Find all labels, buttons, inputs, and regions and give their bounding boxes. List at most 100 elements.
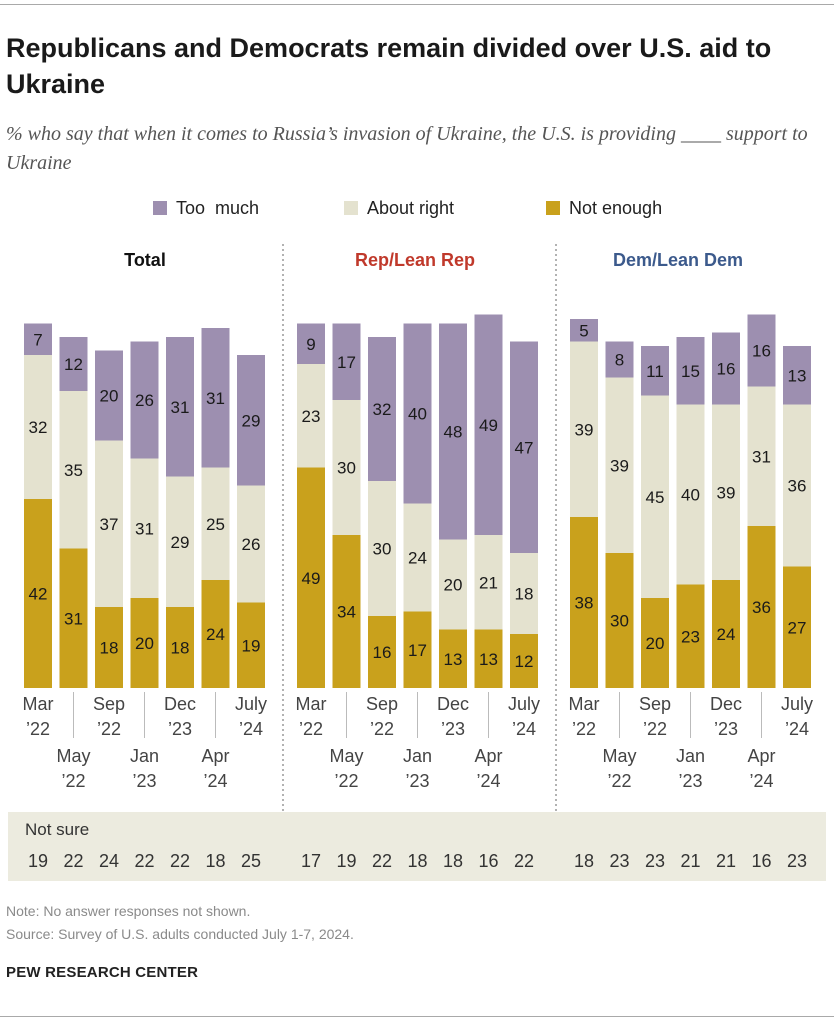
label-not-enough-rep-lean-rep-5: 13 [479,650,498,669]
bar-not-enough-dem-lean-dem-5 [747,526,776,688]
bar-not-enough-rep-lean-rep-5 [474,629,503,688]
label-about-right-rep-lean-rep-6: 18 [515,585,534,604]
bar-about-right-total-5 [201,467,230,580]
legend-swatch-about-right [344,201,358,215]
label-not-enough-rep-lean-rep-6: 12 [515,652,534,671]
label-about-right-rep-lean-rep-3: 24 [408,549,427,568]
top-rule [0,4,834,5]
label-too-much-total-5: 31 [206,389,225,408]
label-about-right-dem-lean-dem-1: 39 [610,456,629,475]
bar-about-right-dem-lean-dem-1 [605,377,634,553]
not-sure-value-rep-lean-rep-2: 22 [372,851,392,871]
bar-about-right-dem-lean-dem-3 [676,404,705,585]
label-about-right-rep-lean-rep-1: 30 [337,459,356,478]
tick-month-rep-lean-rep-6: July [508,694,540,714]
bar-about-right-rep-lean-rep-3 [403,503,432,612]
bar-about-right-rep-lean-rep-0 [297,364,325,468]
bar-not-enough-total-0 [24,499,52,688]
not-sure-value-dem-lean-dem-0: 18 [574,851,594,871]
bar-not-enough-total-1 [59,548,88,688]
bar-not-enough-dem-lean-dem-4 [712,580,740,688]
bar-too-much-rep-lean-rep-2 [368,337,396,481]
label-about-right-dem-lean-dem-2: 45 [646,488,665,507]
label-too-much-rep-lean-rep-3: 40 [408,405,427,424]
label-too-much-dem-lean-dem-0: 5 [579,321,588,340]
label-about-right-total-2: 37 [100,515,119,534]
label-about-right-dem-lean-dem-6: 36 [788,477,807,496]
label-too-much-total-2: 20 [100,387,119,406]
bar-not-enough-rep-lean-rep-6 [510,634,538,688]
label-not-enough-rep-lean-rep-0: 49 [302,569,321,588]
legend-label-too-much: Too much [176,197,260,218]
tick-month-rep-lean-rep-5: Apr [474,746,502,766]
tick-year-total-0: ’22 [26,719,50,739]
bar-about-right-rep-lean-rep-1 [332,400,361,535]
label-too-much-dem-lean-dem-5: 16 [752,342,771,361]
tick-year-dem-lean-dem-4: ’23 [714,719,738,739]
not-sure-band [8,812,826,881]
label-too-much-rep-lean-rep-0: 9 [306,335,315,354]
bar-about-right-total-0 [24,355,52,499]
tick-month-total-0: Mar [23,694,54,714]
not-sure-value-dem-lean-dem-2: 23 [645,851,665,871]
not-sure-value-total-5: 18 [205,851,225,871]
legend-swatch-not-enough [546,201,560,215]
tick-month-dem-lean-dem-5: Apr [747,746,775,766]
chart-title: Republicans and Democrats remain divided… [6,33,772,99]
not-sure-value-rep-lean-rep-1: 19 [336,851,356,871]
tick-year-dem-lean-dem-5: ’24 [749,771,773,791]
footnotes: Note: No answer responses not shown. Sou… [6,900,354,946]
not-sure-value-total-2: 24 [99,851,119,871]
chart-subtitle: % who say that when it comes to Russia’s… [6,123,808,174]
legend-item-about-right: About right [344,196,454,220]
label-not-enough-dem-lean-dem-2: 20 [646,634,665,653]
bar-too-much-dem-lean-dem-2 [641,346,669,396]
label-too-much-total-1: 12 [64,355,83,374]
legend-label-about-right: About right [367,197,455,218]
bar-about-right-total-2 [95,440,123,607]
label-about-right-rep-lean-rep-2: 30 [373,540,392,559]
tick-month-dem-lean-dem-2: Sep [639,694,671,714]
not-sure-value-rep-lean-rep-3: 18 [407,851,427,871]
note-text: Note: No answer responses not shown. [6,903,251,919]
bottom-rule [0,1016,834,1017]
bar-not-enough-total-3 [130,598,159,688]
label-not-enough-total-2: 18 [100,639,119,658]
bar-too-much-dem-lean-dem-0 [570,319,598,342]
tick-month-total-3: Jan [130,746,159,766]
label-about-right-rep-lean-rep-5: 21 [479,573,498,592]
tick-year-total-2: ’22 [97,719,121,739]
bar-too-much-total-4 [166,337,194,477]
label-about-right-total-5: 25 [206,515,225,534]
label-too-much-dem-lean-dem-3: 15 [681,362,700,381]
tick-year-dem-lean-dem-2: ’22 [643,719,667,739]
bar-about-right-dem-lean-dem-6 [783,404,811,567]
tick-year-rep-lean-rep-6: ’24 [512,719,536,739]
label-not-enough-total-6: 19 [242,636,261,655]
tick-year-total-1: ’22 [61,771,85,791]
bar-not-enough-dem-lean-dem-1 [605,553,634,688]
tick-month-rep-lean-rep-2: Sep [366,694,398,714]
panel-title-dem-lean-dem: Dem/Lean Dem [613,250,743,270]
tick-year-rep-lean-rep-4: ’23 [441,719,465,739]
label-too-much-dem-lean-dem-6: 13 [788,366,807,385]
label-too-much-total-4: 31 [171,398,190,417]
tick-year-total-6: ’24 [239,719,263,739]
tick-month-total-2: Sep [93,694,125,714]
tick-year-rep-lean-rep-1: ’22 [334,771,358,791]
bar-too-much-total-2 [95,350,123,441]
bar-about-right-rep-lean-rep-6 [510,553,538,634]
bar-about-right-dem-lean-dem-5 [747,386,776,526]
label-too-much-rep-lean-rep-6: 47 [515,438,534,457]
label-too-much-dem-lean-dem-4: 16 [717,360,736,379]
bar-too-much-rep-lean-rep-6 [510,341,538,553]
label-not-enough-dem-lean-dem-0: 38 [575,594,594,613]
bar-not-enough-total-2 [95,607,123,688]
legend-item-too-much: Too much [153,196,259,220]
label-too-much-total-6: 29 [242,411,261,430]
label-not-enough-rep-lean-rep-2: 16 [373,643,392,662]
label-about-right-total-3: 31 [135,519,154,538]
bar-not-enough-rep-lean-rep-4 [439,629,467,688]
not-sure-value-rep-lean-rep-5: 16 [478,851,498,871]
legend-item-not-enough: Not enough [546,196,662,220]
